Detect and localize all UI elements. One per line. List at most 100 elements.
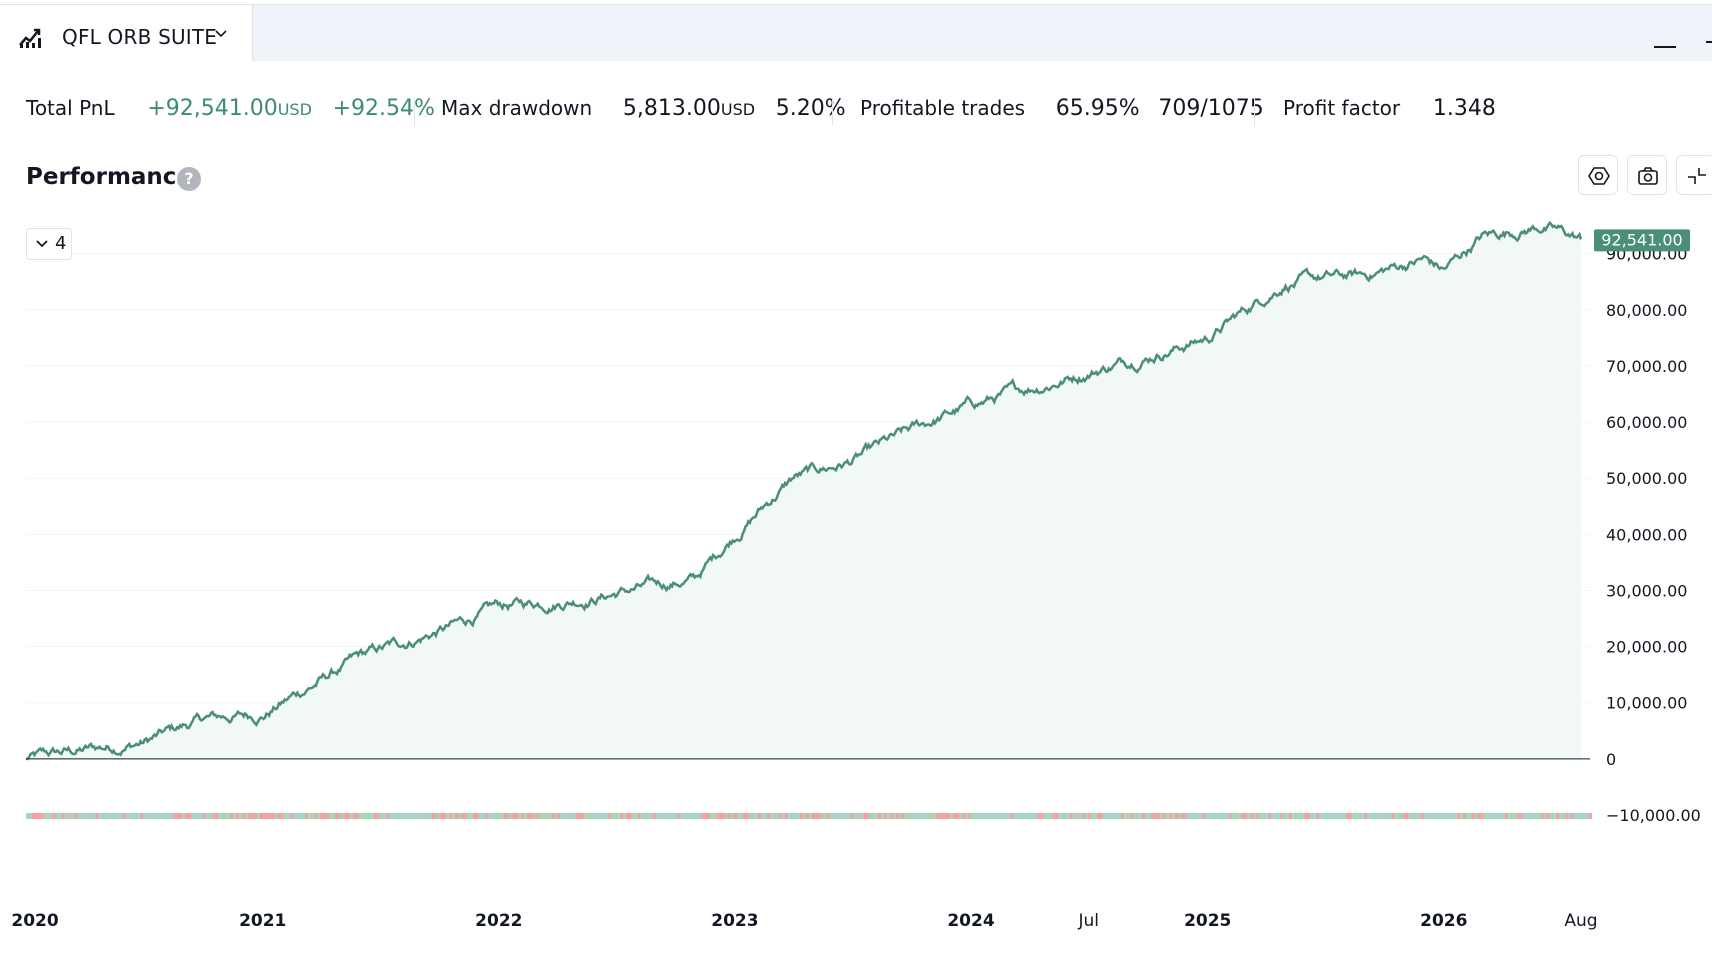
stat-label: Total PnL	[26, 96, 115, 120]
trade-bar	[1019, 813, 1022, 819]
series-count: 4	[55, 233, 67, 254]
strategy-tab[interactable]: QFL ORB SUITE	[0, 5, 253, 61]
trade-bar	[1097, 813, 1100, 819]
trade-bar	[350, 813, 353, 819]
trade-bar	[116, 813, 119, 819]
trade-bar	[506, 813, 509, 819]
trade-bar	[50, 813, 53, 819]
trade-bar	[308, 813, 311, 819]
trade-bar	[59, 813, 62, 819]
chevron-down-icon	[36, 240, 48, 248]
trade-bar	[197, 813, 200, 819]
trade-bar	[1514, 813, 1517, 819]
trade-bar	[821, 813, 824, 819]
trade-bar	[149, 813, 152, 819]
trade-bar	[1250, 813, 1253, 819]
trade-bar	[134, 813, 137, 819]
trade-bar	[983, 813, 986, 819]
trade-bar	[1526, 813, 1529, 819]
trade-bar	[485, 813, 488, 819]
minimize-icon[interactable]	[1654, 46, 1676, 48]
trade-bar	[1466, 813, 1469, 819]
trade-bar	[653, 813, 656, 819]
y-tick-label: −10,000.00	[1606, 806, 1701, 825]
trade-bar	[287, 813, 290, 819]
trade-bar	[524, 813, 527, 819]
trade-bar	[194, 813, 197, 819]
trade-bar	[1133, 813, 1136, 819]
trade-bar	[71, 813, 74, 819]
trade-bar	[248, 813, 251, 819]
trade-bar	[1379, 813, 1382, 819]
trade-bar	[623, 813, 626, 819]
help-icon[interactable]: ?	[177, 167, 201, 191]
trade-bar	[947, 813, 950, 819]
trade-bar	[1304, 813, 1307, 819]
trade-bar	[1535, 813, 1538, 819]
trade-bar	[989, 813, 992, 819]
trade-bar	[851, 813, 854, 819]
trade-bar	[1472, 813, 1475, 819]
trade-bar	[656, 813, 659, 819]
trade-bar	[677, 813, 680, 819]
trade-bar	[995, 813, 998, 819]
trade-bar	[743, 813, 746, 819]
chevron-down-icon[interactable]	[214, 27, 228, 41]
settings-icon	[1588, 167, 1610, 185]
trade-bar	[1013, 813, 1016, 819]
trade-bar	[254, 813, 257, 819]
trade-bar	[1508, 813, 1511, 819]
trade-bar	[1397, 813, 1400, 819]
trade-bar	[938, 813, 941, 819]
trade-bar	[1007, 813, 1010, 819]
trade-bar	[1193, 813, 1196, 819]
trade-bar	[29, 813, 32, 819]
trade-bar	[965, 813, 968, 819]
trade-bar	[1271, 813, 1274, 819]
y-tick-label: 80,000.00	[1606, 301, 1687, 320]
trade-bar	[275, 813, 278, 819]
trade-bar	[761, 813, 764, 819]
trade-bar	[377, 813, 380, 819]
trade-bar	[1310, 813, 1313, 819]
trade-bar	[722, 813, 725, 819]
maximize-icon[interactable]	[1706, 41, 1712, 43]
trade-bar	[395, 813, 398, 819]
trade-bar	[1568, 813, 1571, 819]
trade-bar	[251, 813, 254, 819]
stat-value: 1.348	[1432, 96, 1496, 121]
trade-bar	[758, 813, 761, 819]
trade-bar	[233, 813, 236, 819]
settings-button[interactable]	[1578, 155, 1618, 195]
series-toggle-button[interactable]: 4	[26, 228, 72, 260]
trade-bar	[1442, 813, 1445, 819]
trade-bar	[650, 813, 653, 819]
performance-chart[interactable]: 90,000.0080,000.0070,000.0060,000.0050,0…	[0, 200, 1712, 940]
trade-bar	[794, 813, 797, 819]
trade-bar	[632, 813, 635, 819]
trade-bar	[491, 813, 494, 819]
trade-bar	[1262, 813, 1265, 819]
trade-bar	[590, 813, 593, 819]
trade-bar	[1010, 813, 1013, 819]
trade-bar	[746, 813, 749, 819]
stat-percent: 65.95%	[1055, 96, 1140, 121]
trade-bar	[998, 813, 1001, 819]
trade-bar	[1538, 813, 1541, 819]
trade-bar	[962, 813, 965, 819]
trade-bar	[83, 813, 86, 819]
trade-bar	[212, 813, 215, 819]
stat-currency: USD	[720, 100, 756, 119]
snapshot-button[interactable]	[1627, 155, 1667, 195]
trade-bar	[776, 813, 779, 819]
trade-bar	[440, 813, 443, 819]
trade-bar	[896, 813, 899, 819]
trade-bar	[131, 813, 134, 819]
trade-bar	[1454, 813, 1457, 819]
trade-bar	[263, 813, 266, 819]
trade-bar	[827, 813, 830, 819]
trade-bar	[1385, 813, 1388, 819]
stat-max-drawdown: Max drawdown 5,813.00USD 5.20%	[441, 96, 846, 121]
trade-bar	[1475, 813, 1478, 819]
collapse-button[interactable]	[1676, 155, 1712, 195]
